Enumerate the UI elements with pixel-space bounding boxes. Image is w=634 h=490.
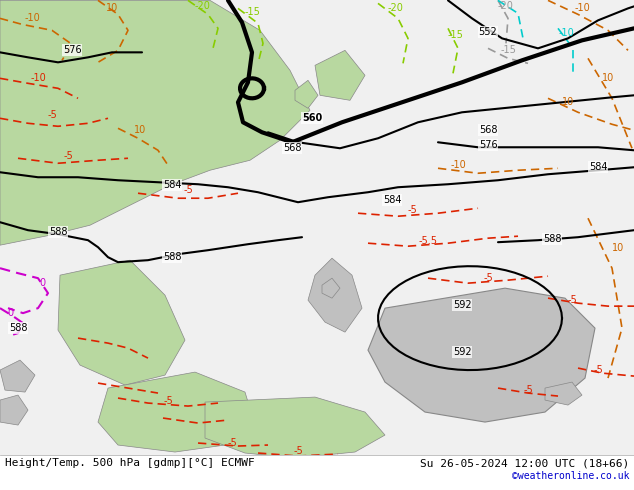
- Polygon shape: [295, 80, 318, 108]
- Text: 576: 576: [479, 140, 497, 150]
- Text: -5: -5: [163, 396, 173, 406]
- Bar: [0, 455, 634, 490]
- Text: 592: 592: [453, 300, 471, 310]
- Text: 10: 10: [134, 125, 146, 135]
- Text: -5: -5: [183, 185, 193, 195]
- Text: -5: -5: [407, 205, 417, 215]
- Text: 584: 584: [163, 180, 181, 190]
- Text: -5.5: -5.5: [418, 236, 437, 246]
- Polygon shape: [368, 288, 595, 422]
- Text: 10: 10: [106, 3, 118, 13]
- Polygon shape: [205, 397, 385, 458]
- Text: 584: 584: [589, 162, 607, 172]
- Text: -5: -5: [593, 365, 603, 375]
- Text: 552: 552: [479, 27, 498, 37]
- Text: -20: -20: [387, 3, 403, 13]
- Polygon shape: [0, 0, 310, 245]
- Text: ©weatheronline.co.uk: ©weatheronline.co.uk: [512, 471, 629, 481]
- Polygon shape: [0, 395, 28, 425]
- Text: -15: -15: [447, 30, 463, 40]
- Text: -10: -10: [30, 74, 46, 83]
- Text: -5: -5: [227, 438, 237, 448]
- Polygon shape: [0, 360, 35, 392]
- Text: -10: -10: [574, 3, 590, 13]
- Text: -15: -15: [244, 7, 260, 17]
- Text: 10: 10: [562, 98, 574, 107]
- Text: 10: 10: [612, 243, 624, 253]
- Polygon shape: [58, 260, 185, 385]
- Text: 584: 584: [383, 195, 401, 205]
- Text: 588: 588: [9, 323, 27, 333]
- Text: -5: -5: [483, 273, 493, 283]
- Text: 0: 0: [39, 278, 45, 288]
- Text: -5: -5: [293, 446, 303, 456]
- Polygon shape: [215, 455, 370, 472]
- Text: -5: -5: [47, 110, 57, 120]
- Text: 568: 568: [283, 143, 301, 153]
- Text: 10: 10: [602, 74, 614, 83]
- Text: -10: -10: [24, 13, 40, 24]
- Polygon shape: [98, 372, 255, 452]
- Text: 0: 0: [7, 308, 13, 318]
- Text: 588: 588: [163, 252, 181, 262]
- Text: -5: -5: [567, 295, 577, 305]
- Polygon shape: [308, 258, 362, 332]
- Text: 592: 592: [453, 347, 471, 357]
- Polygon shape: [322, 278, 340, 298]
- Polygon shape: [545, 382, 582, 405]
- Text: -5: -5: [523, 385, 533, 395]
- Text: -20: -20: [194, 1, 210, 11]
- Text: -5: -5: [63, 151, 73, 161]
- Text: 588: 588: [49, 227, 67, 237]
- Text: -15: -15: [500, 46, 516, 55]
- Text: 588: 588: [543, 234, 561, 244]
- Text: Height/Temp. 500 hPa [gdmp][°C] ECMWF: Height/Temp. 500 hPa [gdmp][°C] ECMWF: [5, 458, 255, 468]
- Text: -5: -5: [213, 458, 223, 468]
- Polygon shape: [315, 50, 365, 100]
- Text: 560: 560: [302, 113, 322, 123]
- Text: 576: 576: [63, 46, 81, 55]
- Text: 568: 568: [479, 125, 497, 135]
- Text: -10: -10: [450, 160, 466, 170]
- Text: -20: -20: [497, 1, 513, 11]
- Text: -10: -10: [558, 28, 574, 38]
- Text: Su 26-05-2024 12:00 UTC (18+66): Su 26-05-2024 12:00 UTC (18+66): [420, 458, 629, 468]
